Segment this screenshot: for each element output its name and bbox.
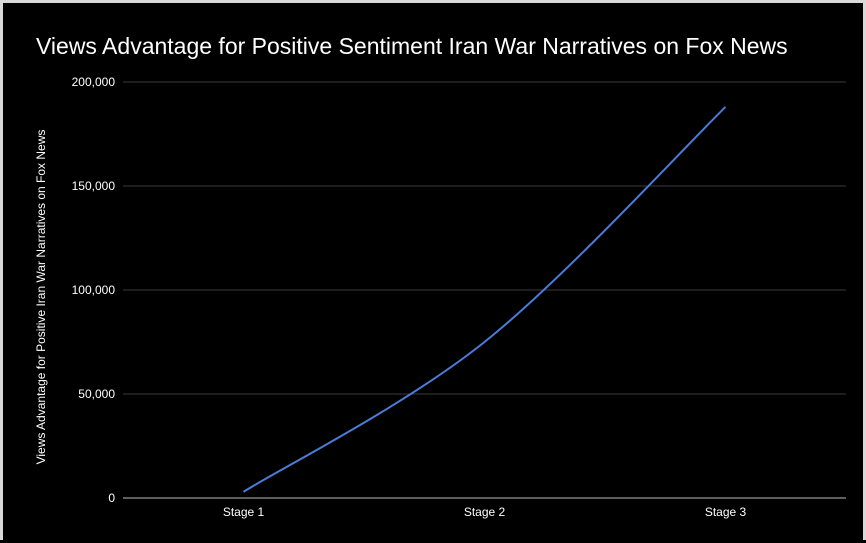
x-tick-label: Stage 1 — [223, 505, 265, 519]
x-tick-label: Stage 3 — [705, 505, 747, 519]
y-tick-label: 200,000 — [72, 75, 116, 89]
y-tick-label: 0 — [108, 491, 115, 505]
y-tick-label: 50,000 — [78, 387, 115, 401]
gridlines — [123, 81, 846, 499]
x-tick-labels: Stage 1 Stage 2 Stage 3 — [223, 505, 747, 519]
line-chart: Views Advantage for Positive Sentiment I… — [34, 33, 846, 519]
y-tick-labels: 0 50,000 100,000 150,000 200,000 — [72, 75, 116, 505]
y-tick-label: 150,000 — [72, 179, 116, 193]
y-tick-label: 100,000 — [72, 283, 116, 297]
series-layer — [242, 106, 727, 493]
chart-title: Views Advantage for Positive Sentiment I… — [36, 33, 788, 59]
series-line — [242, 106, 727, 493]
y-axis-label: Views Advantage for Positive Iran War Na… — [34, 130, 48, 465]
x-tick-label: Stage 2 — [464, 505, 506, 519]
